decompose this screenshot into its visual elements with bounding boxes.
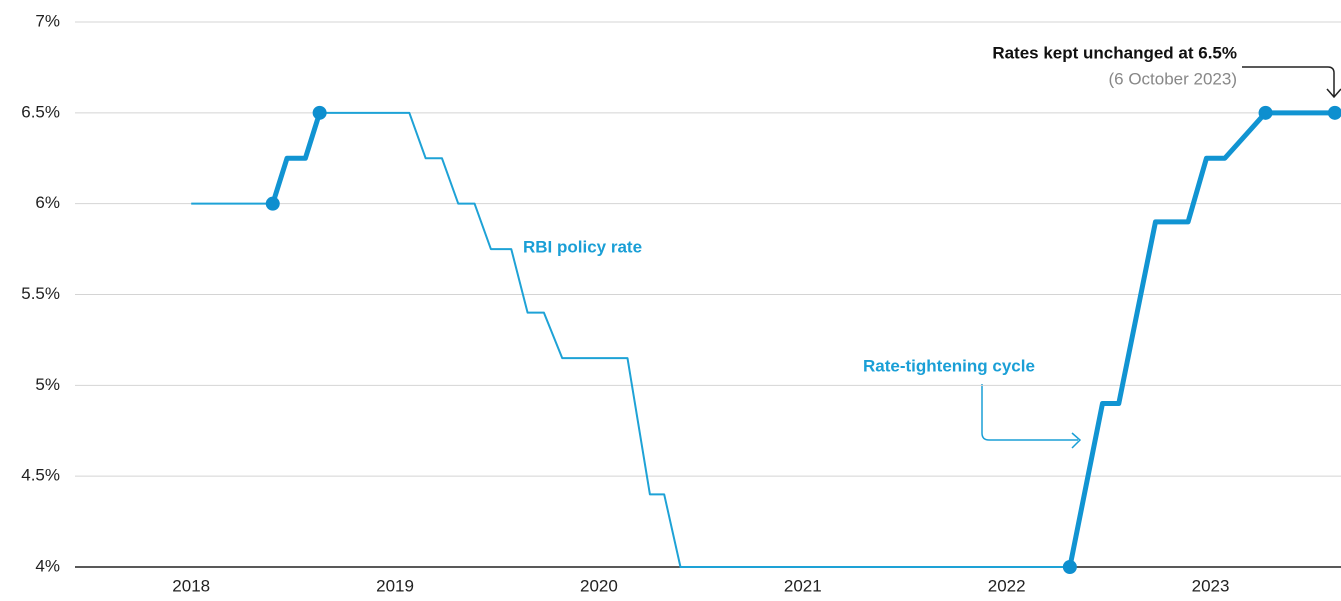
marker xyxy=(265,196,280,211)
marker xyxy=(1327,105,1341,120)
y-tick-label: 4% xyxy=(35,556,60,575)
y-tick-label: 5% xyxy=(35,375,60,394)
y-tick-label: 7% xyxy=(35,11,60,30)
x-tick-label: 2021 xyxy=(784,576,822,595)
x-tick-label: 2018 xyxy=(172,576,210,595)
x-tick-label: 2023 xyxy=(1192,576,1230,595)
x-tick-label: 2022 xyxy=(988,576,1026,595)
series-label: Rate-tightening cycle xyxy=(863,356,1035,375)
y-tick-label: 5.5% xyxy=(21,284,60,303)
y-tick-label: 6% xyxy=(35,193,60,212)
series-line xyxy=(191,111,1335,568)
x-tick-label: 2020 xyxy=(580,576,618,595)
series-label: RBI policy rate xyxy=(523,237,642,256)
annotation-arrow xyxy=(981,384,1082,449)
annotation-arrow xyxy=(1242,66,1341,99)
marker xyxy=(1062,560,1077,574)
series-line xyxy=(270,110,1335,568)
y-tick-label: 6.5% xyxy=(21,102,60,121)
marker xyxy=(1258,105,1273,120)
annotation: (6 October 2023) xyxy=(1108,69,1237,88)
marker xyxy=(312,105,327,120)
x-tick-label: 2019 xyxy=(376,576,414,595)
annotation: Rates kept unchanged at 6.5% xyxy=(992,43,1237,62)
y-tick-label: 4.5% xyxy=(21,466,60,485)
